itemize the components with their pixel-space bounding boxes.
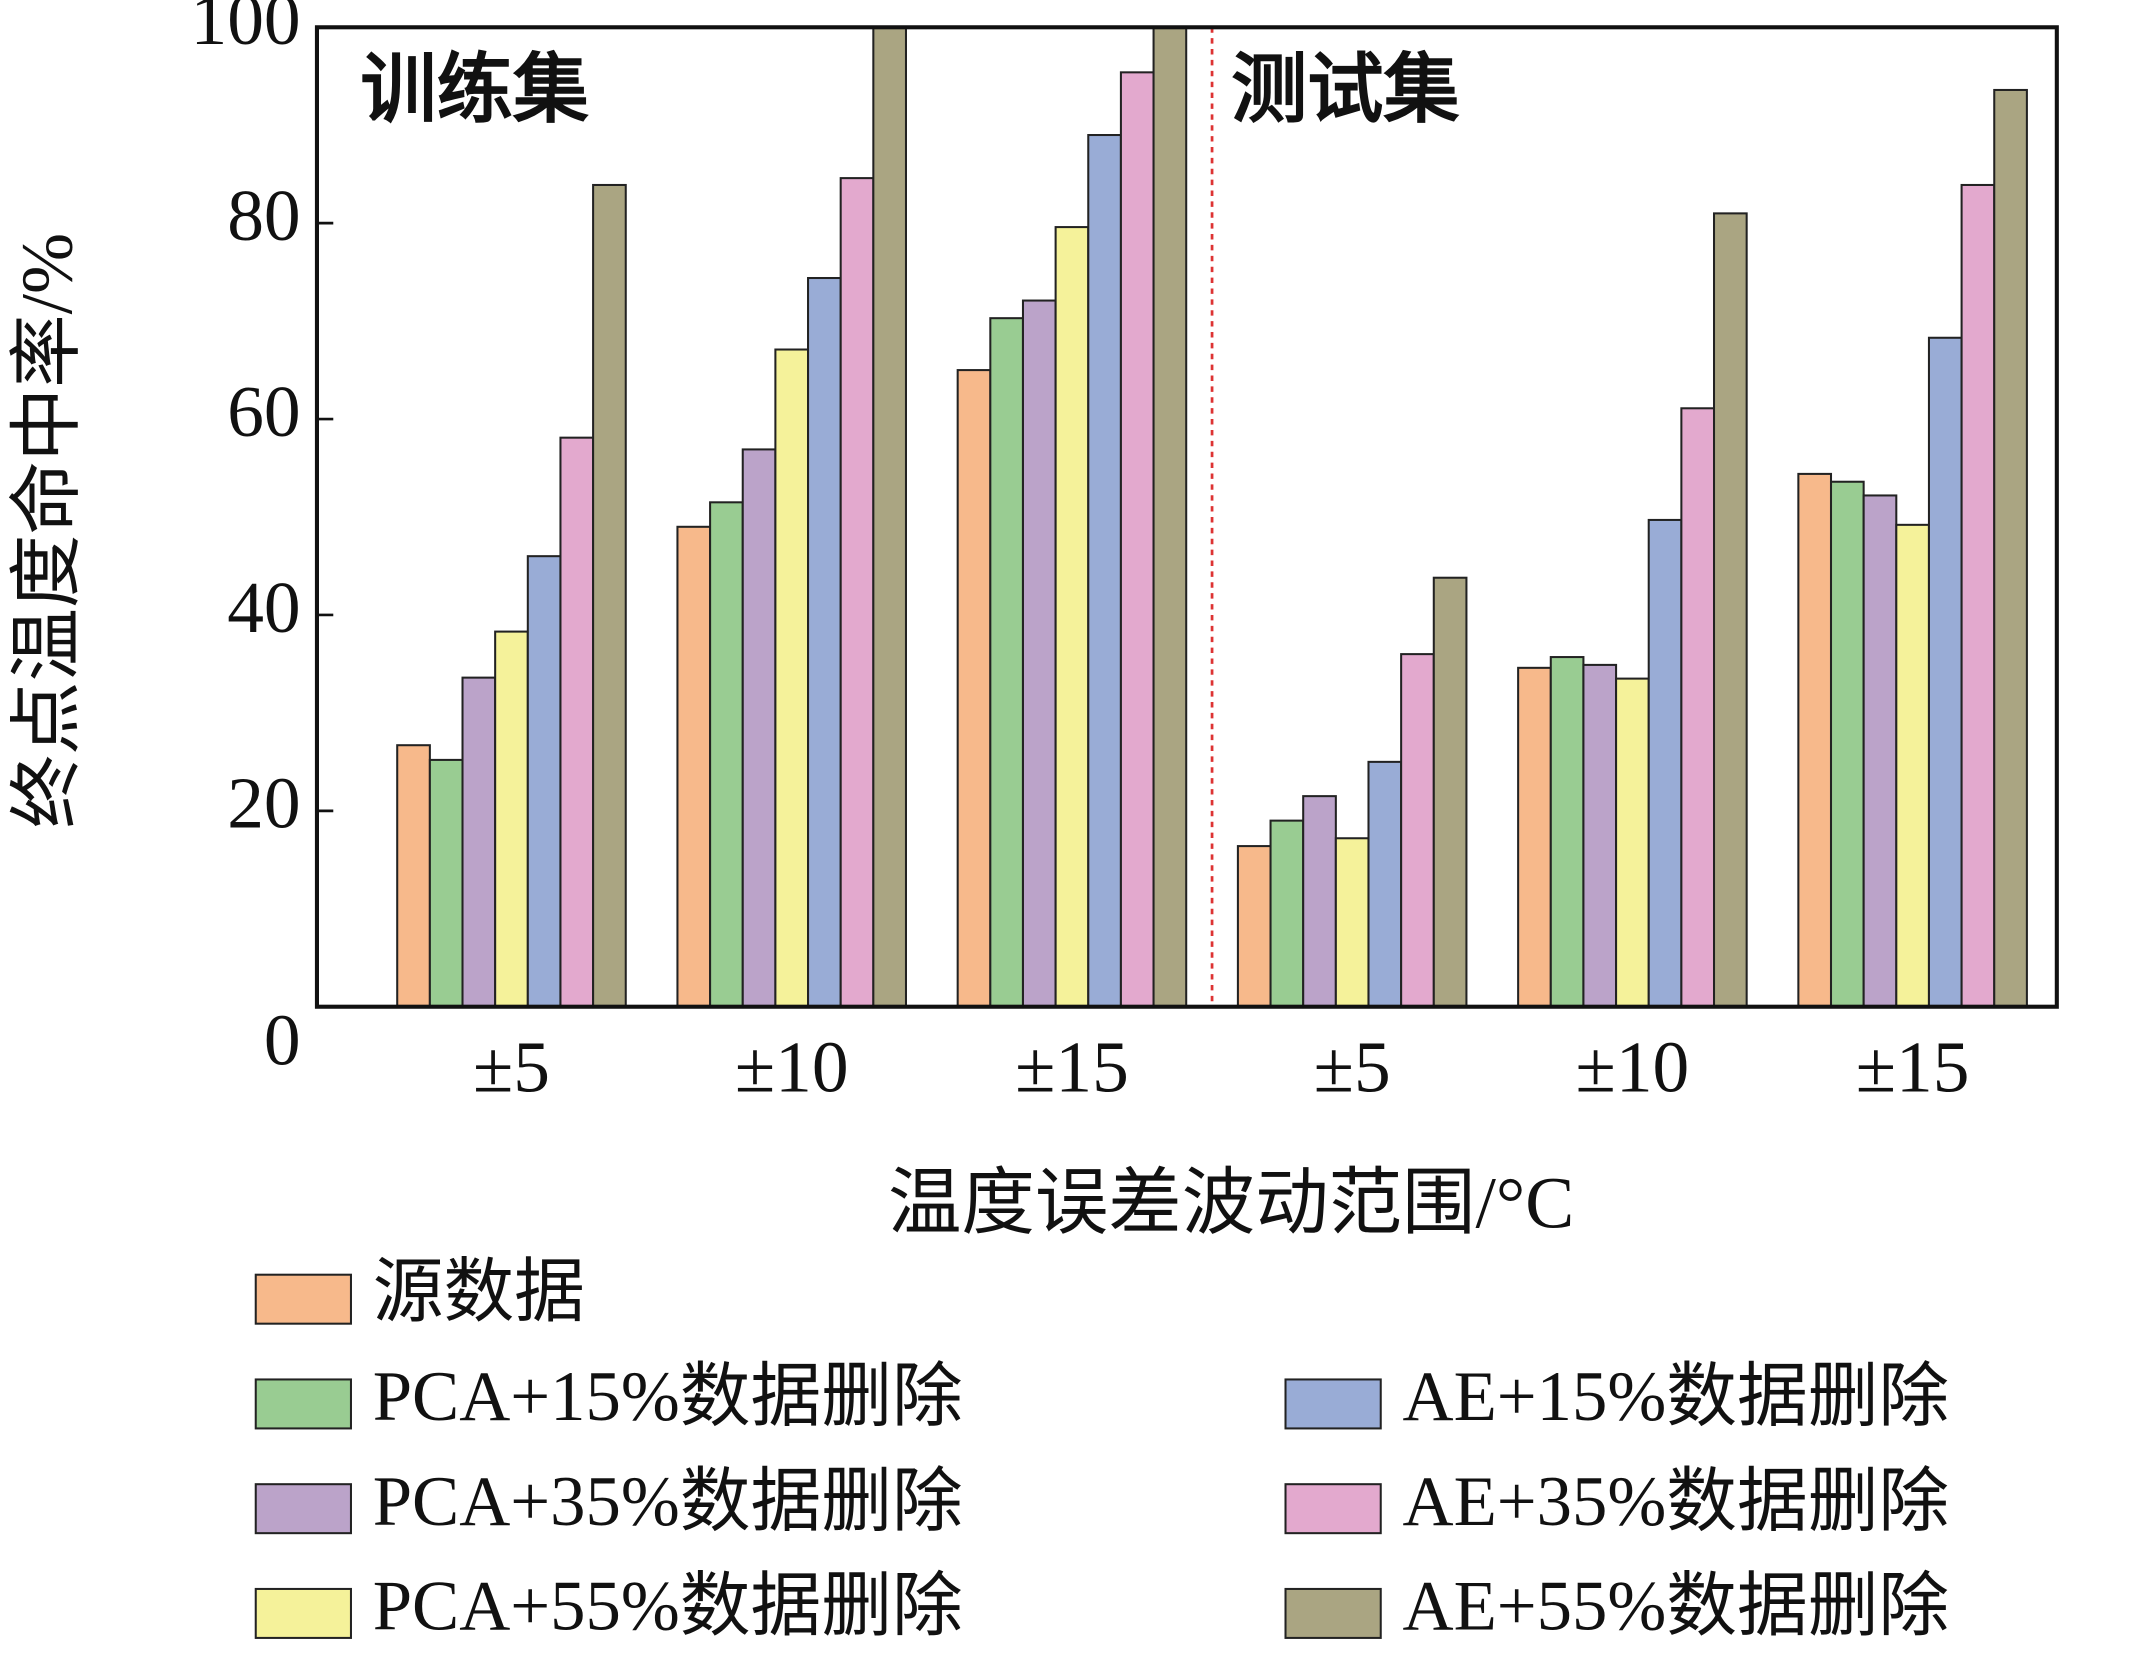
y-tick-label: 20 bbox=[227, 763, 300, 844]
bar bbox=[1712, 212, 1748, 1008]
x-tick-label: ±5 bbox=[1314, 1027, 1391, 1108]
legend-label: PCA+15%数据删除 bbox=[373, 1358, 963, 1436]
annotation: 训练集 bbox=[360, 49, 589, 133]
bar bbox=[1582, 663, 1618, 1008]
bar bbox=[1269, 819, 1305, 1008]
bar bbox=[872, 26, 908, 1008]
bar bbox=[526, 555, 562, 1008]
bar bbox=[1615, 677, 1650, 1008]
bar bbox=[396, 744, 431, 1008]
bar bbox=[1152, 26, 1188, 1008]
legend-label: AE+55%数据删除 bbox=[1403, 1568, 1950, 1646]
y-tick-label: 60 bbox=[227, 371, 300, 452]
legend-swatch bbox=[1284, 1378, 1382, 1430]
legend-swatch bbox=[254, 1483, 352, 1535]
bar bbox=[1927, 336, 1963, 1008]
y-tick-label: 40 bbox=[227, 567, 300, 648]
bar bbox=[839, 177, 875, 1008]
bar bbox=[1829, 480, 1865, 1008]
x-tick-label: ±15 bbox=[1856, 1027, 1970, 1108]
bar bbox=[1647, 518, 1683, 1008]
bar bbox=[741, 448, 777, 1008]
bar bbox=[559, 436, 595, 1008]
x-axis-label: 温度误差波动范围/°C bbox=[888, 1163, 1574, 1244]
bar bbox=[1236, 845, 1272, 1008]
x-tick-label: ±15 bbox=[1015, 1027, 1129, 1108]
bar bbox=[1054, 226, 1090, 1008]
bar bbox=[1400, 653, 1435, 1008]
bar bbox=[1087, 134, 1122, 1008]
bar bbox=[1334, 837, 1370, 1008]
bar bbox=[1797, 472, 1833, 1008]
plot-frame bbox=[314, 25, 2059, 1009]
bar bbox=[807, 276, 842, 1008]
bar bbox=[461, 676, 497, 1008]
bar bbox=[1432, 576, 1468, 1008]
legend-swatch bbox=[254, 1378, 352, 1430]
bar bbox=[1021, 299, 1057, 1008]
legend-label: PCA+55%数据删除 bbox=[373, 1568, 963, 1646]
legend-swatch bbox=[1284, 1483, 1382, 1535]
bar bbox=[989, 317, 1024, 1008]
annotation: 测试集 bbox=[1231, 49, 1460, 133]
bar bbox=[1680, 407, 1716, 1008]
y-tick-label: 100 bbox=[190, 0, 300, 60]
legend-label: 源数据 bbox=[373, 1253, 585, 1331]
bar bbox=[956, 369, 992, 1008]
x-tick-label: ±10 bbox=[1576, 1027, 1690, 1108]
legend-label: AE+15%数据删除 bbox=[1403, 1358, 1950, 1436]
y-tick-label: 80 bbox=[227, 175, 300, 256]
bar bbox=[1862, 494, 1898, 1008]
bar bbox=[494, 630, 529, 1008]
y-axis-label: 终点温度命中率/% bbox=[6, 233, 87, 829]
bar bbox=[1993, 88, 2028, 1008]
x-tick-label: ±5 bbox=[473, 1027, 550, 1108]
bar bbox=[592, 183, 627, 1008]
bar bbox=[1367, 760, 1403, 1008]
legend-label: PCA+35%数据删除 bbox=[373, 1463, 963, 1541]
bar bbox=[428, 758, 464, 1008]
bar bbox=[1517, 666, 1552, 1008]
bar bbox=[1895, 523, 1930, 1008]
legend-swatch bbox=[1284, 1587, 1382, 1639]
bar bbox=[1302, 795, 1337, 1008]
legend-label: AE+35%数据删除 bbox=[1403, 1463, 1950, 1541]
bar bbox=[1119, 71, 1155, 1008]
y-tick-label: 0 bbox=[264, 999, 301, 1080]
bar bbox=[709, 501, 744, 1008]
legend-swatch bbox=[254, 1273, 352, 1325]
bar bbox=[774, 348, 810, 1008]
legend-swatch bbox=[254, 1587, 352, 1639]
bar bbox=[1549, 656, 1585, 1008]
bar bbox=[676, 525, 712, 1008]
x-tick-label: ±10 bbox=[735, 1027, 849, 1108]
bar bbox=[1960, 183, 1996, 1008]
